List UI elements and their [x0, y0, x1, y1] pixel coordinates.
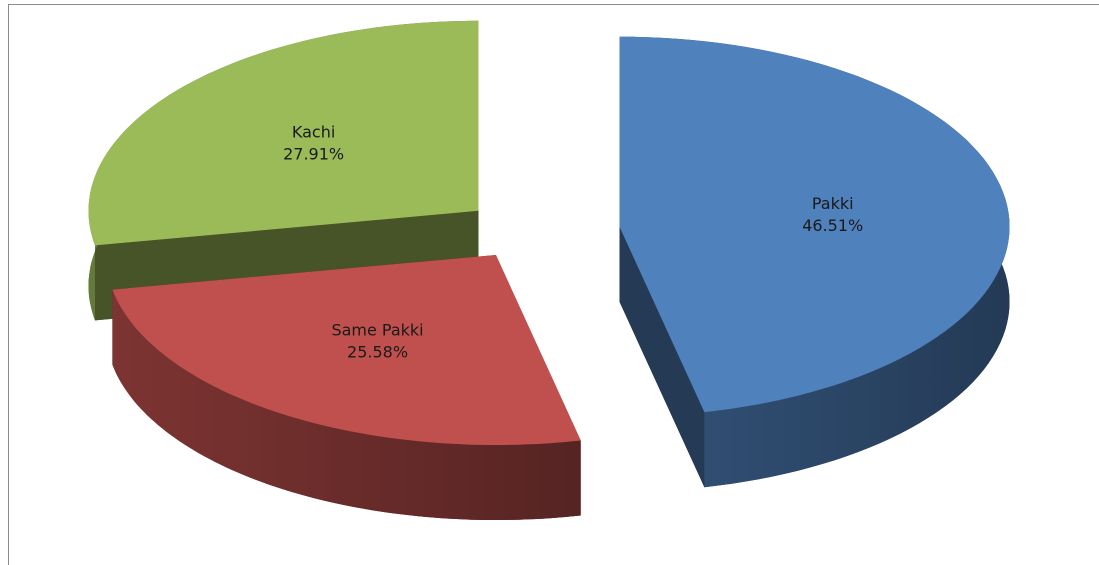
pie [88, 20, 1010, 520]
slice [88, 20, 479, 246]
slice-wall [112, 289, 581, 520]
slice-category-label: Same Pakki [331, 321, 423, 340]
slice-value-label: 27.91% [283, 144, 344, 163]
slice [619, 36, 1010, 413]
slice-cut-face [619, 226, 705, 488]
slice-value-label: 46.51% [802, 216, 863, 235]
slice-category-label: Pakki [812, 194, 854, 213]
slice-value-label: 25.58% [347, 343, 408, 362]
slice [112, 255, 581, 445]
slice-category-label: Kachi [292, 122, 335, 141]
slice [112, 255, 581, 520]
slice [619, 36, 1010, 488]
